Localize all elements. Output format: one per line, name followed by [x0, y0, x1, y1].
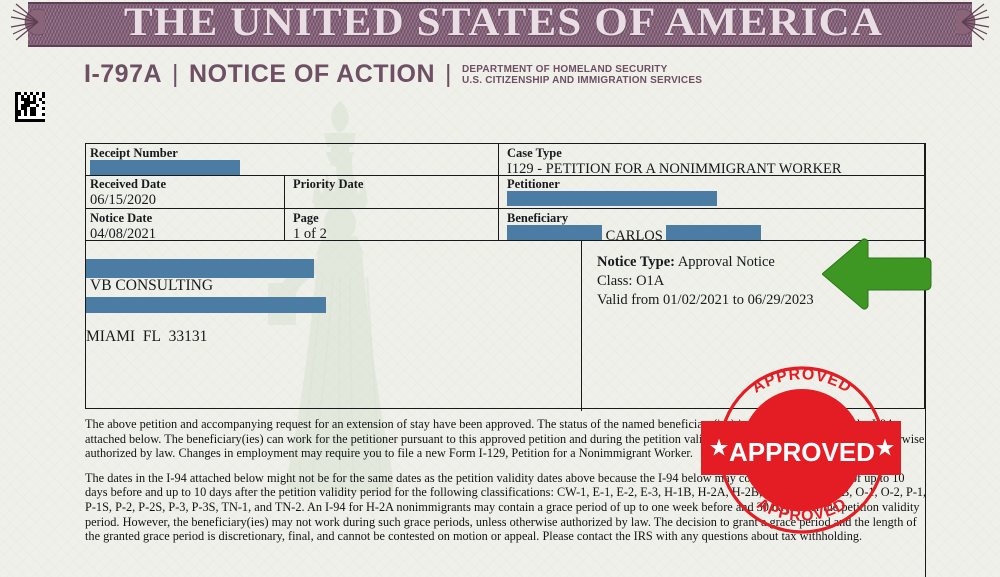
svg-text:APPROVED: APPROVED	[729, 437, 875, 467]
